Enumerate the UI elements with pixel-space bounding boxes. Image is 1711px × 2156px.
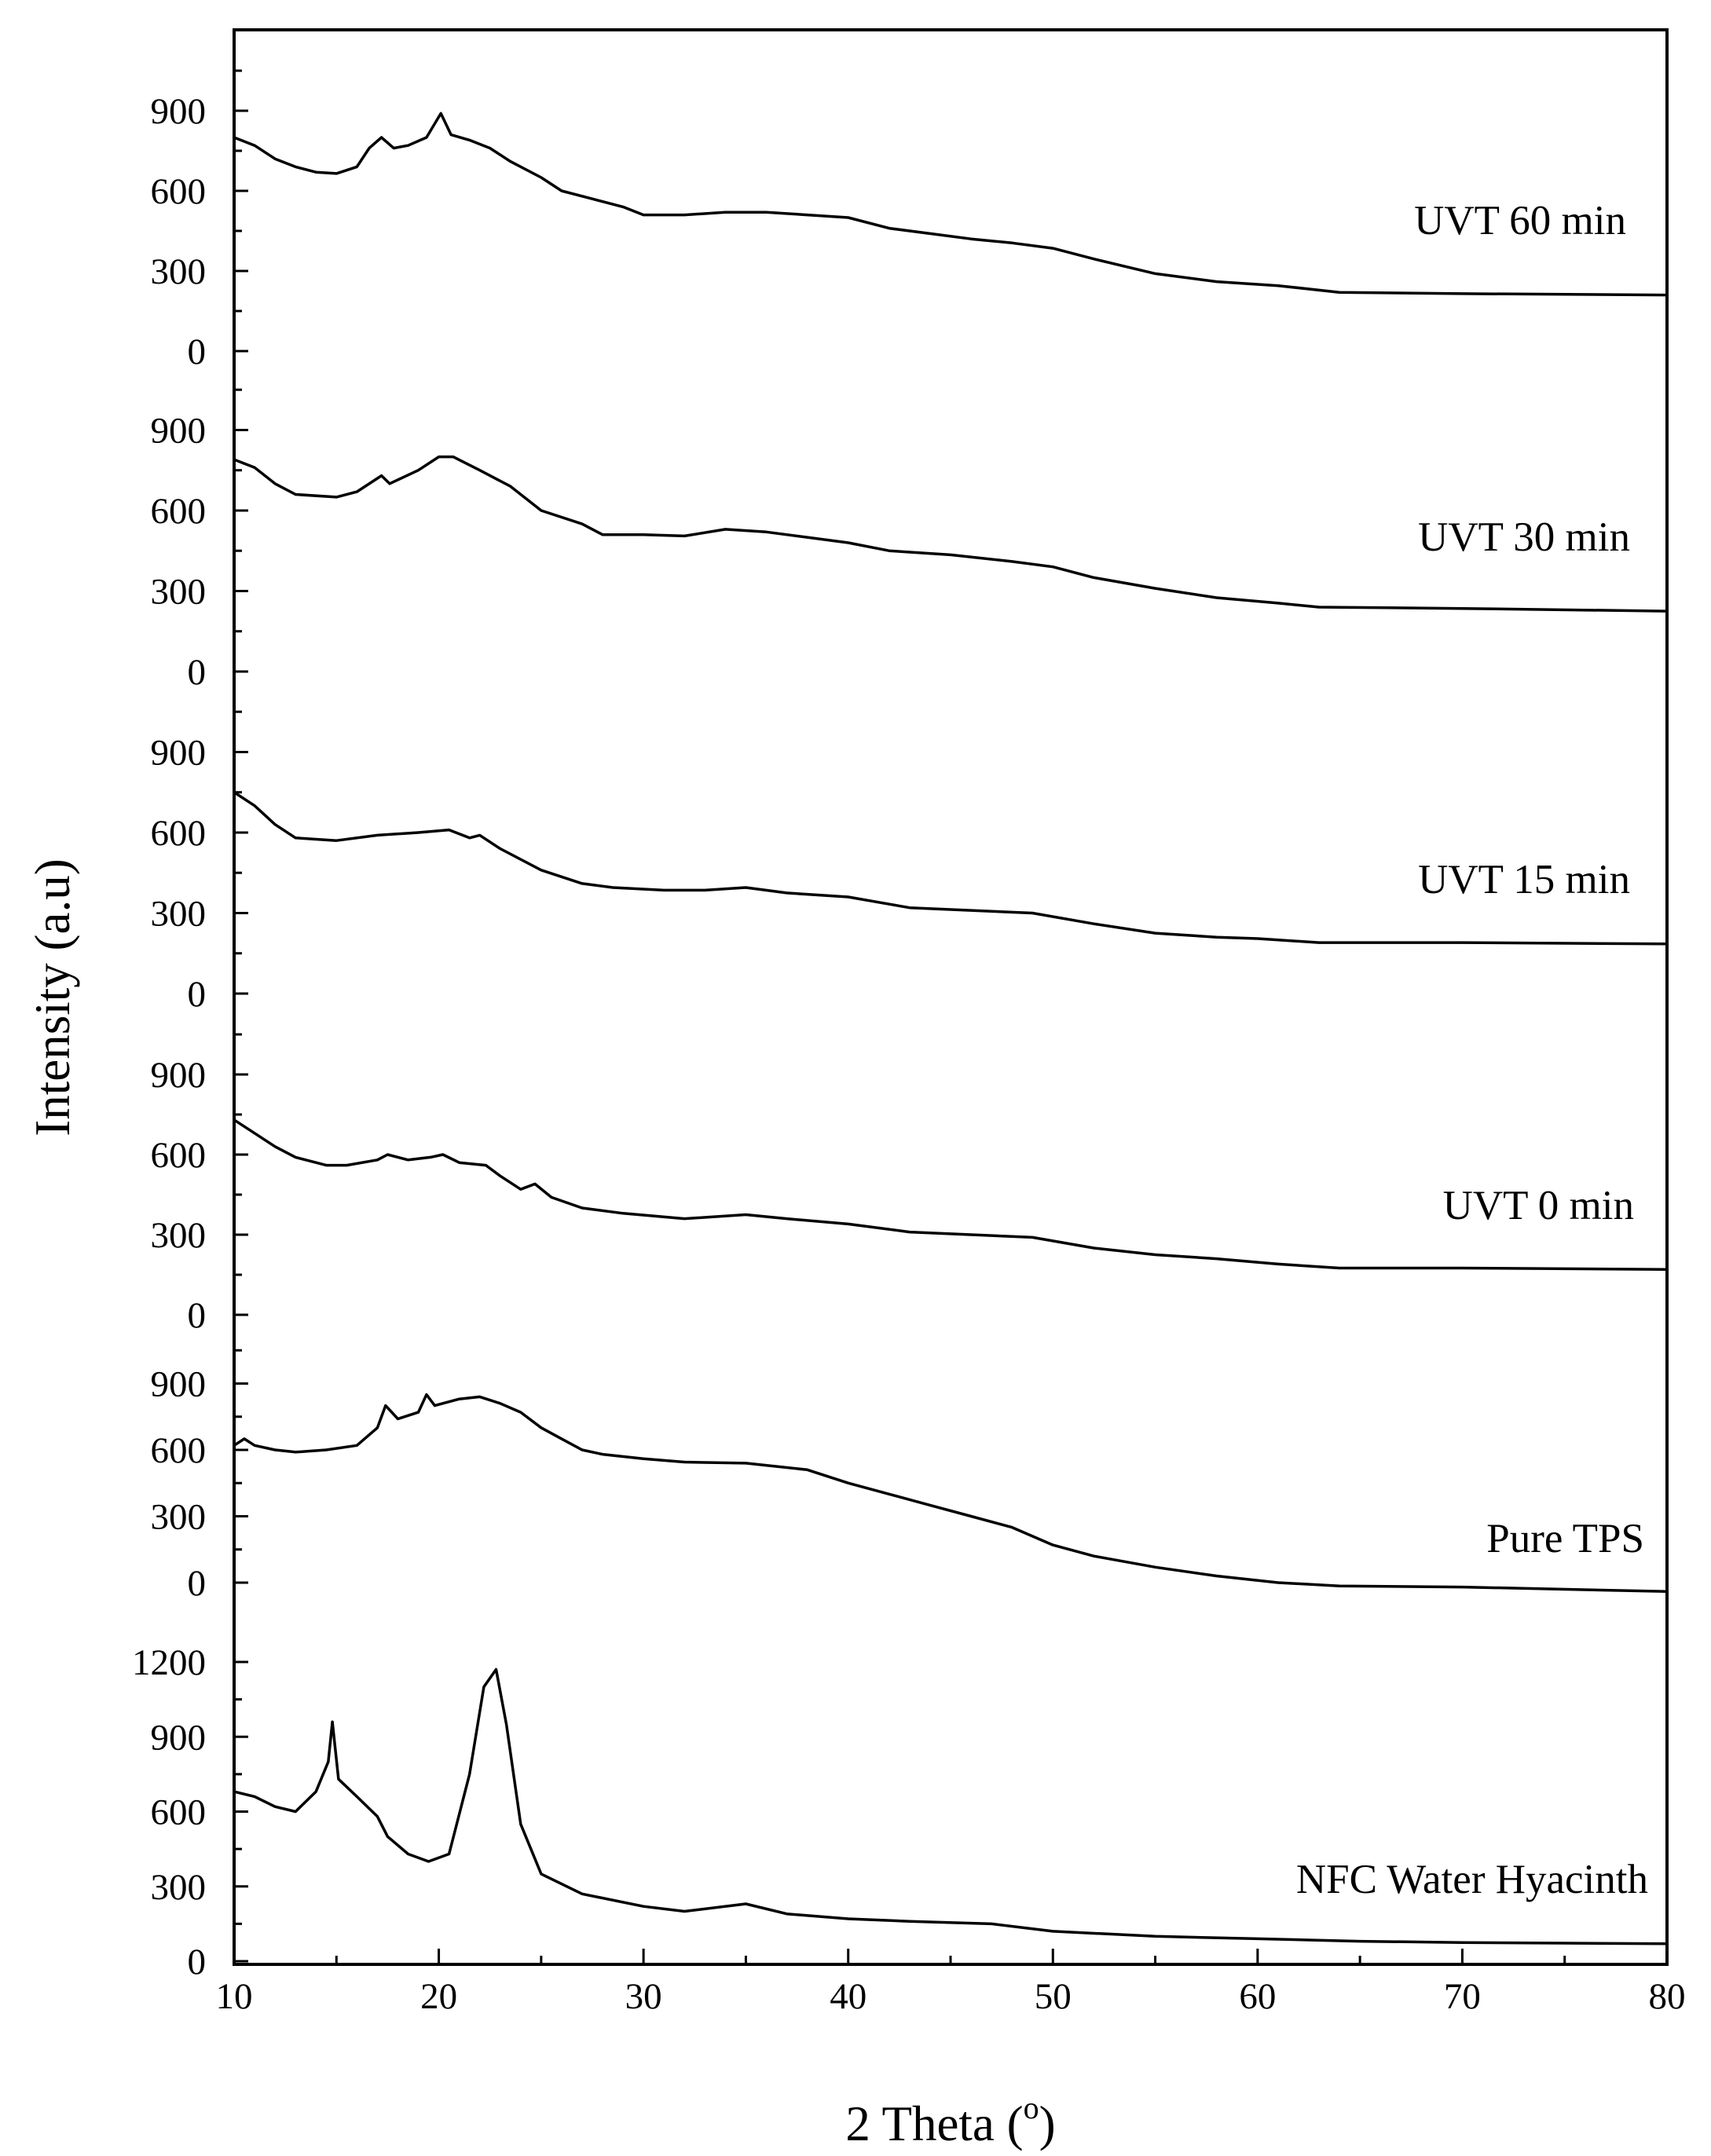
series-lines (233, 112, 1668, 1946)
y-axis-title: Intensity (a.u) (25, 858, 80, 1136)
series-line-pure-tps (233, 1393, 1668, 1594)
x-tick-label: 70 (1444, 1976, 1481, 2017)
series-labels: UVT 60 min UVT 30 min UVT 15 min UVT 0 min P… (1296, 198, 1648, 1902)
y-tick-label: 300 (151, 571, 207, 612)
y-tick-label: 300 (151, 251, 207, 292)
y-tick-label: 1200 (132, 1642, 206, 1683)
axis-ticks (233, 69, 1669, 1964)
y-tick-label: 600 (151, 1792, 207, 1833)
series-line-uvt-60-min (233, 112, 1668, 297)
series-label-uvt-0-min: UVT 0 min (1443, 1183, 1634, 1228)
series-label-uvt-30-min: UVT 30 min (1418, 514, 1630, 560)
y-tick-label: 0 (188, 652, 207, 693)
series-label-nfc-water-hyacinth: NFC Water Hyacinth (1296, 1857, 1648, 1902)
y-tick-label: 0 (188, 1563, 207, 1604)
x-tick-label: 40 (830, 1976, 866, 2017)
y-tick-label: 600 (151, 1430, 207, 1471)
y-tick-label: 0 (188, 1942, 207, 1982)
y-tick-label: 900 (151, 91, 207, 132)
y-tick-label: 600 (151, 1135, 207, 1176)
series-line-nfc-water-hyacinth (233, 1667, 1668, 1946)
x-tick-label: 20 (420, 1976, 457, 2017)
y-tick-label: 300 (151, 893, 207, 934)
y-tick-label: 300 (151, 1496, 207, 1537)
y-tick-label: 0 (188, 331, 207, 372)
series-label-uvt-60-min: UVT 60 min (1414, 198, 1626, 243)
y-tick-label: 900 (151, 1364, 207, 1404)
x-tick-label: 50 (1035, 1976, 1072, 2017)
series-line-uvt-0-min (233, 1118, 1668, 1271)
y-tick-label: 900 (151, 732, 207, 773)
x-tick-label: 80 (1649, 1976, 1686, 2017)
series-label-uvt-15-min: UVT 15 min (1418, 857, 1630, 902)
x-tick-label: 30 (625, 1976, 662, 2017)
y-tick-label: 600 (151, 491, 207, 532)
x-axis-title: 2 Theta (o) (845, 2090, 1055, 2151)
y-tick-label: 900 (151, 1055, 207, 1096)
y-tick-label: 900 (151, 1717, 207, 1758)
y-tick-label: 300 (151, 1867, 207, 1908)
y-tick-label: 600 (151, 171, 207, 212)
series-line-uvt-30-min (233, 455, 1668, 613)
y-tick-label: 600 (151, 813, 207, 854)
series-line-uvt-15-min (233, 791, 1668, 946)
y-tick-labels: 0 300 600 900 0 300 600 900 0 300 600 900 0 300 600 900… (132, 91, 206, 1982)
series-label-pure-tps: Pure TPS (1486, 1516, 1644, 1561)
y-tick-label: 900 (151, 410, 207, 451)
y-tick-label: 300 (151, 1215, 207, 1256)
x-tick-label: 10 (216, 1976, 253, 2017)
y-tick-label: 0 (188, 974, 207, 1015)
y-tick-label: 0 (188, 1295, 207, 1336)
x-tick-labels: 10 20 30 40 50 60 70 80 (216, 1976, 1686, 2017)
plot-frame (233, 28, 1669, 1966)
x-tick-label: 60 (1239, 1976, 1276, 2017)
